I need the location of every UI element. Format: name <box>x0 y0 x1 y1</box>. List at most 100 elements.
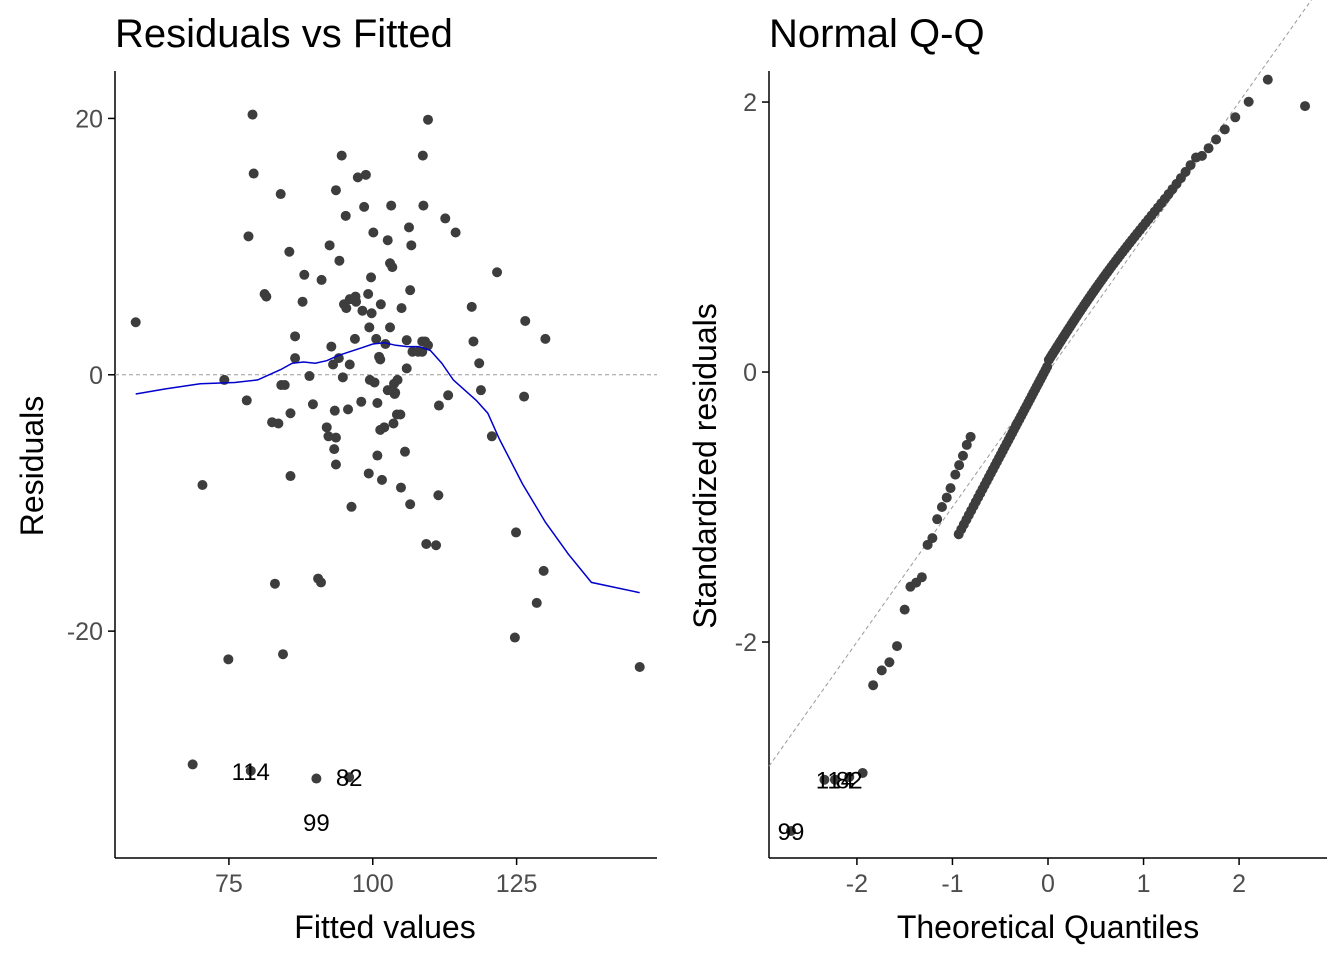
right-x-tick-label: -1 <box>941 870 963 898</box>
qq-point <box>899 604 910 615</box>
qq-point <box>857 767 868 778</box>
right-y-axis-title: Standardized residuals <box>687 303 723 629</box>
residual-point <box>369 377 380 388</box>
qq-point <box>961 439 972 450</box>
residual-point <box>311 773 322 784</box>
residual-point <box>363 468 374 479</box>
residual-point <box>344 772 355 783</box>
qq-point <box>819 774 830 785</box>
qq-point <box>829 774 840 785</box>
residual-point <box>344 359 355 370</box>
qq-point <box>1300 101 1311 112</box>
qq-point <box>892 641 903 652</box>
qq-point <box>945 483 956 494</box>
residual-point <box>330 185 341 196</box>
qq-point <box>954 460 965 471</box>
residual-point <box>388 418 399 429</box>
right-x-tick-label: 1 <box>1137 870 1151 898</box>
residual-point <box>346 501 357 512</box>
residual-point <box>396 303 407 314</box>
residual-point <box>321 422 332 433</box>
residual-point <box>492 267 503 278</box>
qq-point <box>1203 143 1214 154</box>
residual-point <box>440 213 451 224</box>
residual-point <box>307 399 318 410</box>
residual-point <box>243 231 254 242</box>
qq-point <box>957 450 968 461</box>
residual-point <box>386 200 397 211</box>
residual-point <box>326 341 337 352</box>
residual-point <box>399 446 410 457</box>
residual-point <box>443 390 454 401</box>
qq-point <box>936 502 947 513</box>
right-x-tick-label: -2 <box>846 870 868 898</box>
residual-point <box>285 471 296 482</box>
residual-point <box>247 109 258 120</box>
residual-point <box>423 340 434 351</box>
qq-point <box>844 772 855 783</box>
residual-point <box>466 301 477 312</box>
residual-point <box>372 397 383 408</box>
residual-point <box>421 538 432 549</box>
residual-point <box>330 459 341 470</box>
residual-point <box>364 322 375 333</box>
left-y-tick-label: 0 <box>89 362 103 390</box>
qq-point <box>876 665 887 676</box>
residual-point <box>130 317 141 328</box>
residual-point <box>509 632 520 643</box>
residual-point <box>366 272 377 283</box>
residual-point <box>273 418 284 429</box>
left-x-tick-label: 75 <box>215 870 243 898</box>
residual-point <box>392 374 403 385</box>
residual-point <box>390 387 401 398</box>
residual-point <box>401 363 412 374</box>
residual-point <box>330 432 341 443</box>
residual-point <box>401 335 412 346</box>
left-y-tick-label: -20 <box>67 618 103 646</box>
residual-point <box>450 227 461 238</box>
residual-point <box>368 227 379 238</box>
residual-point <box>406 240 417 251</box>
residual-point <box>328 359 339 370</box>
residual-point <box>486 431 497 442</box>
qq-point <box>1230 112 1241 123</box>
residual-point <box>475 385 486 396</box>
residual-point <box>290 353 301 364</box>
residual-point <box>315 577 326 588</box>
residual-point <box>423 114 434 125</box>
residual-point <box>278 649 289 660</box>
outlier-label: 99 <box>303 810 330 837</box>
residual-point <box>375 299 386 310</box>
qq-point <box>1185 160 1196 171</box>
residual-point <box>329 444 340 455</box>
residual-point <box>418 200 429 211</box>
residual-point <box>520 315 531 326</box>
residual-point <box>382 235 393 246</box>
residual-point <box>433 490 444 501</box>
residual-point <box>356 396 367 407</box>
residual-point <box>372 450 383 461</box>
qq-point <box>1219 124 1230 135</box>
residual-point <box>351 296 362 307</box>
residual-point <box>323 431 334 442</box>
residuals-vs-fitted-panel: Residuals vs Fitted 75 100 125 -20 0 20 114 82… <box>14 12 657 945</box>
residual-point <box>538 565 549 576</box>
residual-point <box>340 210 351 221</box>
outlier-label: 82 <box>836 768 863 795</box>
panel-title-residuals-vs-fitted: Residuals vs Fitted <box>115 12 453 56</box>
residual-point <box>376 474 387 485</box>
residual-point <box>241 395 252 406</box>
outlier-label: 99 <box>778 819 805 846</box>
loess-smooth-line <box>135 341 640 594</box>
right-x-tick-label: 0 <box>1041 870 1055 898</box>
qq-point <box>950 469 961 480</box>
left-y-tick-label: 20 <box>75 105 103 133</box>
left-x-axis-title: Fitted values <box>294 909 475 945</box>
right-x-tick-label: 2 <box>1232 870 1246 898</box>
qq-point <box>868 680 879 691</box>
left-y-axis-title: Residuals <box>14 396 50 537</box>
left-x-tick-label: 100 <box>352 870 394 898</box>
qq-point <box>932 514 943 525</box>
residual-point <box>352 172 363 183</box>
